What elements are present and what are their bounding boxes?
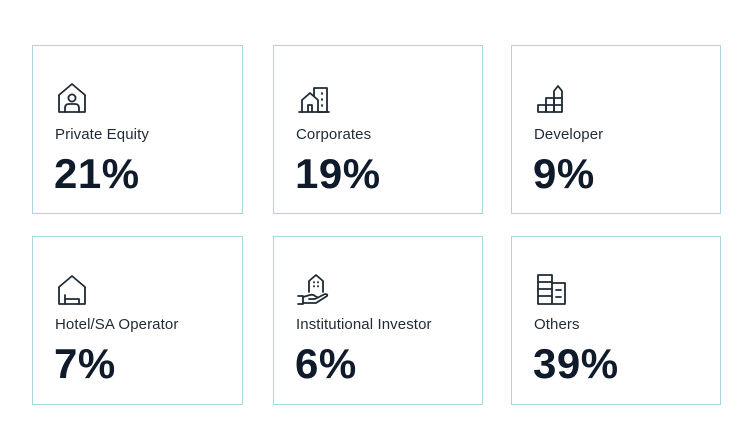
- card-label: Private Equity: [55, 126, 149, 143]
- house-bed-icon: [53, 270, 93, 310]
- stacked-buildings-icon: [532, 270, 572, 310]
- card-institutional-investor: Institutional Investor 6%: [273, 236, 483, 405]
- stacked-blocks-icon: [532, 78, 572, 118]
- office-buildings-icon: [294, 78, 334, 118]
- hand-holding-building-icon: [294, 270, 334, 310]
- card-label: Others: [534, 316, 580, 333]
- card-others: Others 39%: [511, 236, 721, 405]
- card-value: 21%: [54, 150, 140, 197]
- card-value: 6%: [295, 340, 357, 387]
- card-hotel-sa-operator: Hotel/SA Operator 7%: [32, 236, 243, 405]
- house-person-icon: [53, 78, 93, 118]
- card-corporates: Corporates 19%: [273, 45, 483, 214]
- card-label: Hotel/SA Operator: [55, 316, 179, 333]
- card-private-equity: Private Equity 21%: [32, 45, 243, 214]
- card-label: Institutional Investor: [296, 316, 432, 333]
- card-developer: Developer 9%: [511, 45, 721, 214]
- card-label: Developer: [534, 126, 604, 143]
- card-value: 9%: [533, 150, 595, 197]
- card-label: Corporates: [296, 126, 372, 143]
- card-value: 39%: [533, 340, 619, 387]
- card-value: 19%: [295, 150, 381, 197]
- card-value: 7%: [54, 340, 116, 387]
